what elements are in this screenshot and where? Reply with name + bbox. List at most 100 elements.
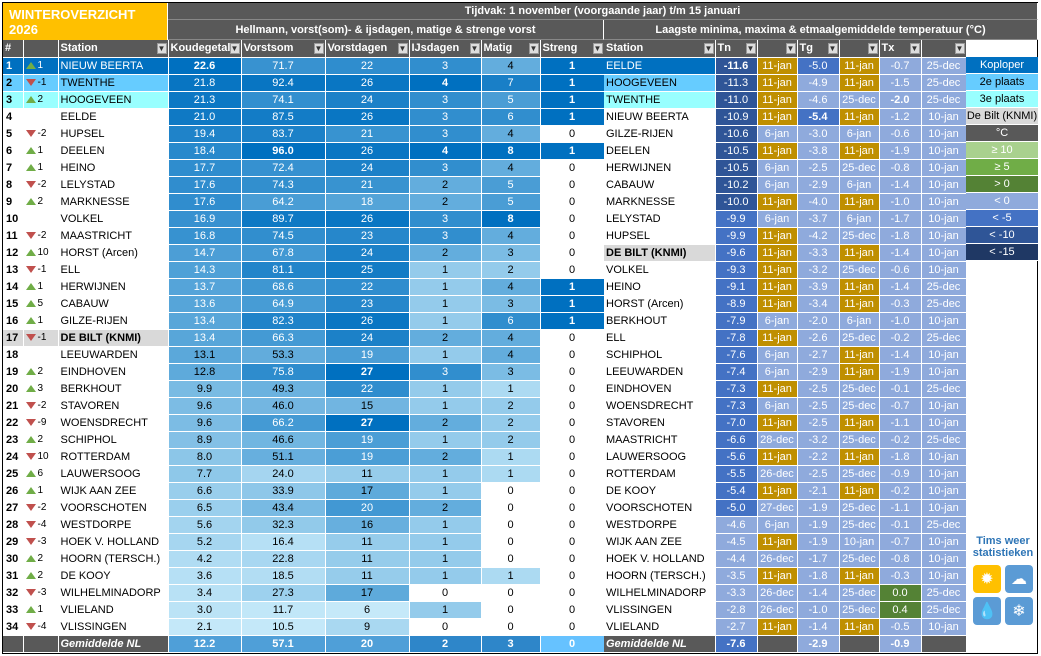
right-col-header[interactable]: Station ▼	[604, 40, 716, 58]
footer-vd: 20	[325, 635, 410, 652]
column-filter-dropdown-icon[interactable]: ▼	[909, 43, 920, 54]
ijsdagen-value: 2	[409, 244, 482, 262]
tn-value: -5.0	[715, 499, 758, 517]
ijsdagen-value: 1	[409, 482, 482, 500]
table-row: DE KOOY -5.4 11-jan -2.1 11-jan -0.2 10-jan	[604, 482, 967, 500]
tn-date: 11-jan	[757, 193, 798, 211]
streng-value: 0	[540, 414, 605, 432]
column-filter-dropdown-icon[interactable]: ▼	[469, 43, 480, 54]
tn-date: 11-jan	[757, 295, 798, 313]
rank-cell: 27	[3, 499, 24, 517]
column-filter-dropdown-icon[interactable]: ▼	[827, 43, 838, 54]
column-filter-dropdown-icon[interactable]: ▼	[867, 43, 878, 54]
column-filter-dropdown-icon[interactable]: ▼	[954, 43, 965, 54]
right-col-header[interactable]: Tg ▼	[797, 40, 840, 58]
koudegetal-value: 2.1	[168, 618, 242, 636]
left-col-header[interactable]: Koudegetal ▼	[168, 40, 242, 58]
station-name: LAUWERSOOG	[604, 448, 716, 466]
legend-item: ≥ 5	[966, 159, 1038, 176]
column-filter-dropdown-icon[interactable]: ▼	[313, 43, 324, 54]
station-name: VLISSINGEN	[58, 618, 169, 636]
ijsdagen-value: 1	[409, 295, 482, 313]
right-col-header[interactable]: Tn ▼	[715, 40, 758, 58]
left-col-header[interactable]: IJsdagen ▼	[409, 40, 482, 58]
vorstdagen-value: 26	[325, 312, 410, 330]
trend-cell: 2	[23, 193, 59, 211]
tg-date: 11-jan	[839, 363, 880, 381]
arrow-down-icon	[25, 588, 36, 596]
tx-value: 0.4	[879, 601, 922, 619]
tn-date: 26-dec	[757, 584, 798, 602]
table-row: VOORSCHOTEN -5.0 27-dec -1.9 25-dec -1.1 10-ja…	[604, 499, 967, 517]
tx-value: -1.4	[879, 176, 922, 194]
tx-date: 10-jan	[921, 448, 967, 466]
trend-indicator: 5	[25, 298, 43, 309]
rank-cell: 6	[3, 142, 24, 160]
matig-value: 0	[481, 482, 541, 500]
tn-date: 27-dec	[757, 499, 798, 517]
tg-value: -2.6	[797, 329, 840, 347]
left-col-header[interactable]: Matig ▼	[481, 40, 541, 58]
tg-value: -1.4	[797, 584, 840, 602]
station-name: EELDE	[58, 108, 169, 126]
column-filter-dropdown-icon[interactable]: ▼	[745, 43, 756, 54]
rank-change: -3	[37, 535, 47, 547]
station-name: HEINO	[58, 159, 169, 177]
matig-value: 2	[481, 431, 541, 449]
column-filter-dropdown-icon[interactable]: ▼	[397, 43, 408, 54]
left-col-header[interactable]: Vorstsom ▼	[241, 40, 326, 58]
footer-vs: 57.1	[241, 635, 326, 652]
vorstdagen-value: 26	[325, 210, 410, 228]
vorstsom-value: 87.5	[241, 108, 326, 126]
tg-date: 11-jan	[839, 244, 880, 262]
legend-item: < -5	[966, 210, 1038, 227]
koudegetal-value: 21.0	[168, 108, 242, 126]
tx-date: 25-dec	[921, 329, 967, 347]
tn-value: -7.6	[715, 346, 758, 364]
station-name: STAVOREN	[604, 414, 716, 432]
station-name: STAVOREN	[58, 397, 169, 415]
trend-indicator: -2	[25, 502, 46, 513]
cloud-icon: ☁	[1005, 565, 1033, 593]
rank-cell: 7	[3, 159, 24, 177]
tn-value: -2.7	[715, 618, 758, 636]
table-row: LAUWERSOOG -5.6 11-jan -2.2 11-jan -1.8 10-jan	[604, 448, 967, 466]
table-row: 19 2 EINDHOVEN 12.8 75.8 27 3 3 0	[3, 363, 605, 381]
column-filter-dropdown-icon[interactable]: ▼	[528, 43, 539, 54]
trend-cell: -2	[23, 499, 59, 517]
tg-date: 10-jan	[839, 533, 880, 551]
column-filter-dropdown-icon[interactable]: ▼	[785, 43, 796, 54]
matig-value: 4	[481, 346, 541, 364]
column-filter-dropdown-icon[interactable]: ▼	[703, 43, 714, 54]
tn-value: -3.3	[715, 584, 758, 602]
table-row: LELYSTAD -9.9 6-jan -3.7 6-jan -1.7 10-jan	[604, 210, 967, 228]
left-col-header[interactable]: Station ▼	[58, 40, 169, 58]
left-col-header[interactable]: Vorstdagen ▼	[325, 40, 410, 58]
left-col-header[interactable]: Streng ▼	[540, 40, 605, 58]
column-filter-dropdown-icon[interactable]: ▼	[156, 43, 167, 54]
ijsdagen-value: 3	[409, 210, 482, 228]
tn-value: -4.4	[715, 550, 758, 568]
tx-value: -0.3	[879, 567, 922, 585]
legend-item: 3e plaats	[966, 91, 1038, 108]
right-col-header[interactable]: Tx ▼	[879, 40, 922, 58]
column-filter-dropdown-icon[interactable]: ▼	[229, 43, 240, 54]
right-col-header[interactable]: ▼	[757, 40, 798, 58]
raindrop-icon: 💧	[973, 597, 1001, 625]
matig-value: 6	[481, 312, 541, 330]
vorstsom-value: 81.1	[241, 261, 326, 279]
streng-value: 0	[540, 193, 605, 211]
station-name: MARKNESSE	[58, 193, 169, 211]
matig-value: 6	[481, 108, 541, 126]
right-col-header[interactable]: ▼	[921, 40, 967, 58]
trend-indicator: -1	[25, 264, 46, 275]
streng-value: 0	[540, 346, 605, 364]
tx-date: 25-dec	[921, 91, 967, 109]
tx-value: 0.0	[879, 584, 922, 602]
koudegetal-value: 13.7	[168, 278, 242, 296]
column-filter-dropdown-icon[interactable]: ▼	[592, 43, 603, 54]
table-row: HEINO -9.1 11-jan -3.9 11-jan -1.4 25-dec	[604, 278, 967, 296]
table-row: DEELEN -10.5 11-jan -3.8 11-jan -1.9 10-jan	[604, 142, 967, 160]
right-col-header[interactable]: ▼	[839, 40, 880, 58]
streng-value: 0	[540, 499, 605, 517]
